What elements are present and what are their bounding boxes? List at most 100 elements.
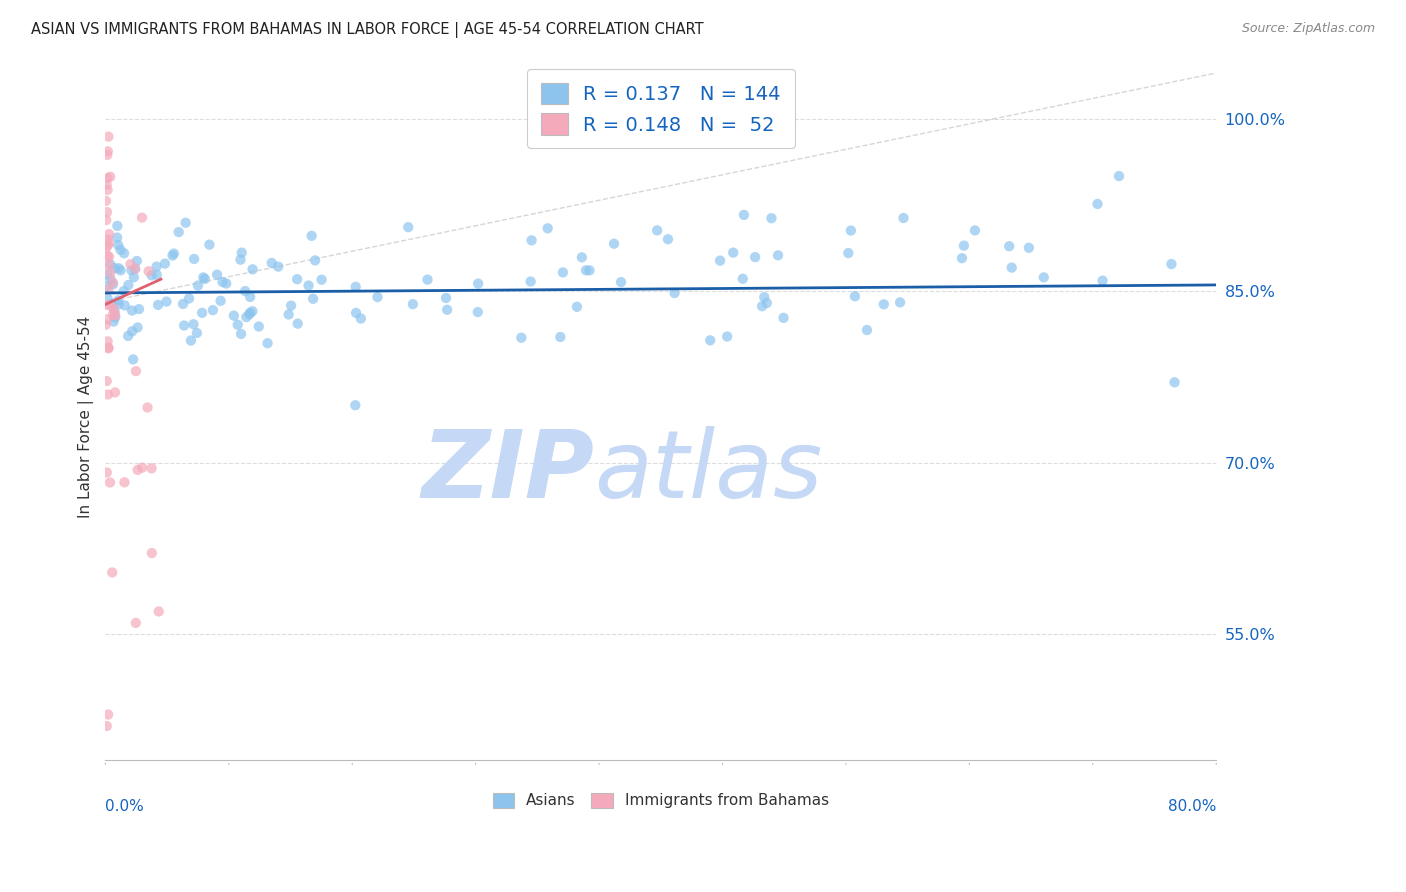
Asians bbox=[198, 237, 221, 252]
Asians bbox=[761, 211, 783, 226]
Asians bbox=[645, 223, 668, 237]
Asians bbox=[366, 290, 388, 304]
Asians bbox=[238, 307, 260, 321]
Immigrants from Bahamas bbox=[96, 466, 118, 480]
Asians bbox=[537, 221, 560, 235]
Asians bbox=[551, 265, 574, 279]
Immigrants from Bahamas bbox=[148, 604, 170, 618]
Asians bbox=[733, 208, 755, 222]
Text: atlas: atlas bbox=[595, 426, 823, 517]
Asians bbox=[229, 326, 252, 341]
Asians bbox=[1091, 274, 1114, 288]
Asians bbox=[174, 216, 197, 230]
Asians bbox=[856, 323, 879, 337]
Asians bbox=[844, 289, 866, 303]
Asians bbox=[229, 252, 252, 267]
Asians bbox=[1032, 270, 1054, 285]
Asians bbox=[699, 334, 721, 348]
Text: Source: ZipAtlas.com: Source: ZipAtlas.com bbox=[1241, 22, 1375, 36]
Asians bbox=[998, 239, 1021, 253]
Asians bbox=[235, 310, 257, 325]
Asians bbox=[277, 308, 299, 322]
Asians bbox=[107, 261, 129, 276]
Asians bbox=[575, 263, 598, 277]
Asians bbox=[231, 245, 253, 260]
Asians bbox=[578, 263, 600, 277]
Immigrants from Bahamas bbox=[100, 266, 122, 280]
Immigrants from Bahamas bbox=[97, 145, 120, 159]
Asians bbox=[209, 293, 232, 308]
Asians bbox=[772, 310, 794, 325]
Immigrants from Bahamas bbox=[97, 283, 120, 297]
Asians bbox=[122, 270, 145, 285]
Asians bbox=[402, 297, 425, 311]
Asians bbox=[146, 298, 169, 312]
Asians bbox=[247, 319, 270, 334]
Asians bbox=[107, 238, 129, 252]
Immigrants from Bahamas bbox=[98, 250, 121, 264]
Asians bbox=[610, 275, 633, 289]
Asians bbox=[416, 272, 439, 286]
Asians bbox=[731, 272, 754, 286]
Immigrants from Bahamas bbox=[98, 227, 121, 241]
Immigrants from Bahamas bbox=[97, 236, 120, 251]
Asians bbox=[128, 302, 150, 317]
Immigrants from Bahamas bbox=[120, 257, 142, 271]
Asians bbox=[302, 292, 325, 306]
Immigrants from Bahamas bbox=[101, 308, 124, 322]
Asians bbox=[122, 352, 145, 367]
Asians bbox=[141, 268, 163, 283]
Asians bbox=[755, 296, 778, 310]
Asians bbox=[301, 228, 323, 243]
Immigrants from Bahamas bbox=[104, 385, 127, 400]
Immigrants from Bahamas bbox=[97, 387, 120, 401]
Asians bbox=[950, 251, 973, 265]
Asians bbox=[226, 318, 249, 332]
Asians bbox=[167, 225, 190, 239]
Asians bbox=[117, 278, 139, 293]
Immigrants from Bahamas bbox=[125, 364, 148, 378]
Asians bbox=[434, 291, 457, 305]
Immigrants from Bahamas bbox=[97, 259, 120, 273]
Asians bbox=[1018, 241, 1040, 255]
Asians bbox=[172, 297, 194, 311]
Asians bbox=[98, 257, 121, 271]
Y-axis label: In Labor Force | Age 45-54: In Labor Force | Age 45-54 bbox=[79, 316, 94, 518]
Asians bbox=[467, 277, 489, 291]
Asians bbox=[519, 275, 541, 289]
Immigrants from Bahamas bbox=[97, 341, 120, 355]
Asians bbox=[145, 260, 167, 274]
Asians bbox=[744, 250, 766, 264]
Asians bbox=[127, 320, 149, 334]
Asians bbox=[242, 304, 264, 318]
Immigrants from Bahamas bbox=[104, 309, 127, 323]
Asians bbox=[603, 236, 626, 251]
Immigrants from Bahamas bbox=[97, 238, 120, 252]
Asians bbox=[201, 303, 224, 318]
Asians bbox=[183, 317, 205, 331]
Asians bbox=[153, 257, 176, 271]
Asians bbox=[120, 263, 142, 277]
Asians bbox=[267, 260, 290, 274]
Immigrants from Bahamas bbox=[96, 312, 118, 326]
Text: 0.0%: 0.0% bbox=[105, 799, 145, 814]
Asians bbox=[239, 306, 262, 320]
Asians bbox=[311, 273, 333, 287]
Asians bbox=[520, 233, 543, 247]
Immigrants from Bahamas bbox=[96, 148, 118, 162]
Immigrants from Bahamas bbox=[96, 213, 118, 227]
Asians bbox=[565, 300, 588, 314]
Asians bbox=[110, 263, 132, 277]
Asians bbox=[173, 318, 195, 333]
Asians bbox=[105, 219, 128, 233]
Asians bbox=[1087, 197, 1109, 211]
Immigrants from Bahamas bbox=[124, 261, 146, 276]
Text: 80.0%: 80.0% bbox=[1168, 799, 1216, 814]
Immigrants from Bahamas bbox=[97, 129, 120, 144]
Asians bbox=[177, 292, 200, 306]
Immigrants from Bahamas bbox=[98, 475, 121, 490]
Asians bbox=[107, 293, 129, 308]
Immigrants from Bahamas bbox=[97, 232, 120, 246]
Asians bbox=[233, 284, 256, 298]
Asians bbox=[96, 268, 118, 282]
